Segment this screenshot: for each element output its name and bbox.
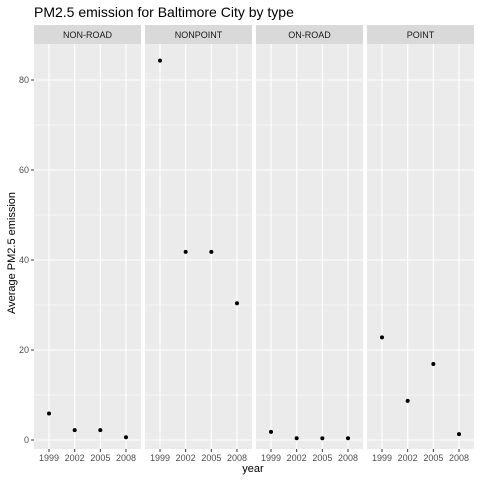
data-point <box>294 436 299 441</box>
data-point <box>183 249 188 254</box>
x-tick-label: 1999 <box>150 453 170 463</box>
x-tick-label: 2002 <box>398 453 418 463</box>
panel-background <box>256 44 363 449</box>
data-point <box>457 432 461 437</box>
facet-strip-label: NONPOINT <box>175 30 223 40</box>
x-tick-label: 2005 <box>423 453 443 463</box>
facet-nonpoint: NONPOINT 1999 2002 2005 2008 <box>145 25 252 463</box>
x-tick-label: 2002 <box>65 453 85 463</box>
x-tick-label: 2008 <box>227 453 247 463</box>
data-point <box>380 335 384 340</box>
facet-strip <box>367 25 474 44</box>
x-tick-label: 1999 <box>39 453 59 463</box>
data-point <box>47 411 51 416</box>
x-tick-label: 2008 <box>449 453 469 463</box>
facet-non-road: NON-ROAD 1999 2002 2005 2008 <box>34 25 141 463</box>
facet-strip-label: ON-ROAD <box>288 30 331 40</box>
x-tick-label: 2005 <box>312 453 332 463</box>
y-axis-title: Average PM2.5 emission <box>6 192 18 314</box>
data-point <box>405 398 410 403</box>
facet-panels: NON-ROAD 1999 2002 2005 2008 NONPOINT 1999 2002… <box>34 25 474 463</box>
chart-title: PM2.5 emission for Baltimore City by typ… <box>34 4 294 20</box>
data-point <box>158 58 162 63</box>
facet-point: POINT 1999 2002 2005 2008 <box>367 25 474 463</box>
x-tick-label: 2002 <box>176 453 196 463</box>
panel-background <box>34 44 141 449</box>
data-point <box>124 435 128 440</box>
y-tick-label: 20 <box>19 345 29 355</box>
facet-on-road: ON-ROAD 1999 2002 2005 2008 <box>256 25 363 463</box>
y-axis: 0 20 40 60 80 <box>19 75 34 445</box>
x-tick-label: 2005 <box>201 453 221 463</box>
x-tick-label: 2002 <box>287 453 307 463</box>
facet-strip <box>145 25 252 44</box>
data-point <box>72 428 77 433</box>
x-tick-label: 2008 <box>338 453 358 463</box>
facet-strip <box>256 25 363 44</box>
y-tick-label: 40 <box>19 255 29 265</box>
facet-strip-label: POINT <box>407 30 435 40</box>
facet-strip-label: NON-ROAD <box>63 30 112 40</box>
panel-background <box>367 44 474 449</box>
facet-strip <box>34 25 141 44</box>
y-tick-label: 0 <box>24 435 29 445</box>
data-point <box>209 249 214 254</box>
x-tick-label: 1999 <box>372 453 392 463</box>
panel-background <box>145 44 252 449</box>
x-tick-label: 1999 <box>261 453 281 463</box>
data-point <box>269 429 273 434</box>
y-tick-label: 80 <box>19 75 29 85</box>
data-point <box>431 361 436 366</box>
y-tick-label: 60 <box>19 165 29 175</box>
data-point <box>235 301 239 306</box>
data-point <box>98 428 103 433</box>
data-point <box>346 436 350 441</box>
x-axis-title: year <box>242 463 264 475</box>
x-tick-label: 2005 <box>90 453 110 463</box>
x-tick-label: 2008 <box>116 453 136 463</box>
data-point <box>320 436 325 441</box>
